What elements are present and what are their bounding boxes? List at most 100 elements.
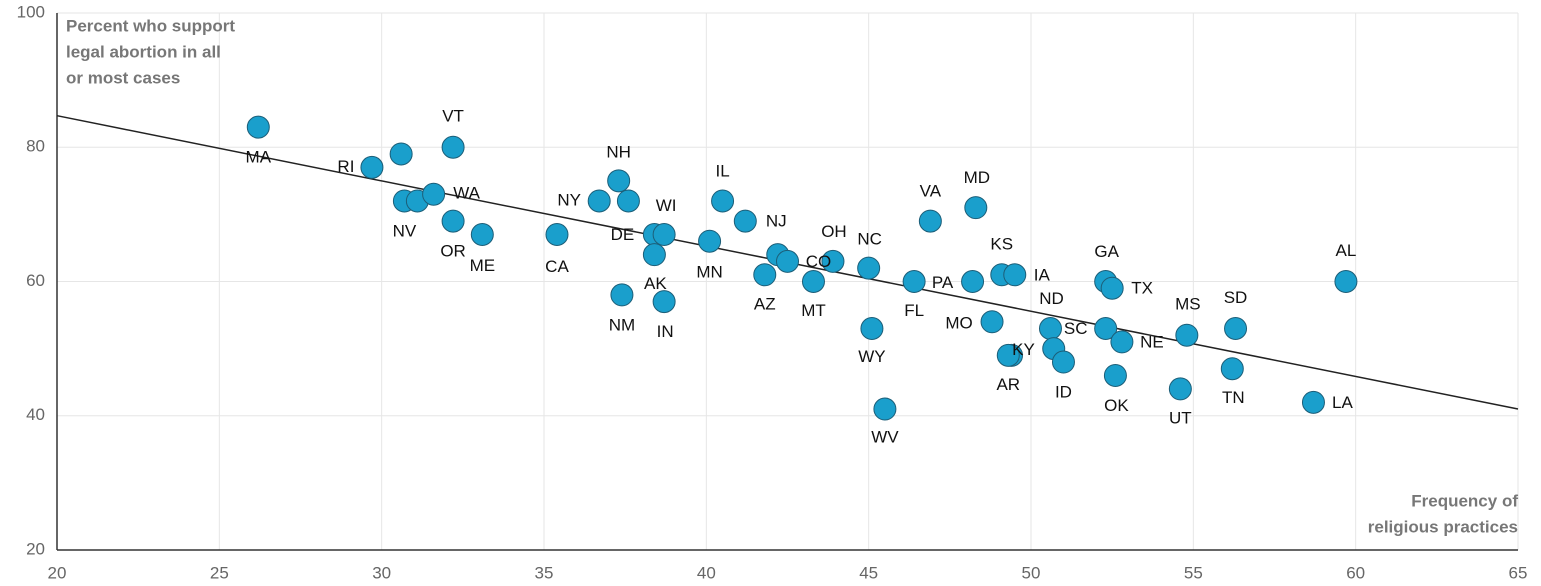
point-label: ID bbox=[1055, 383, 1072, 402]
point-label: IN bbox=[657, 322, 674, 341]
point-label: FL bbox=[904, 301, 924, 320]
point-label: CO bbox=[806, 252, 832, 271]
y-axis-title-line: Percent who support bbox=[66, 16, 235, 35]
point-label: NY bbox=[557, 190, 581, 209]
point-label: VA bbox=[920, 182, 942, 201]
point bbox=[964, 196, 988, 220]
point bbox=[1094, 316, 1118, 340]
point bbox=[607, 169, 631, 193]
y-axis-title-line: legal abortion in all bbox=[66, 42, 221, 61]
point bbox=[902, 270, 926, 293]
point-label: RI bbox=[337, 157, 354, 176]
point-label: NE bbox=[1140, 332, 1164, 351]
point-label: AK bbox=[644, 274, 667, 293]
x-tick-label: 60 bbox=[1346, 563, 1365, 582]
point-label: WA bbox=[453, 184, 480, 203]
point bbox=[860, 316, 884, 340]
point bbox=[1175, 323, 1199, 347]
point-label: NV bbox=[393, 221, 417, 240]
grid bbox=[56, 12, 1519, 551]
y-tick-label: 80 bbox=[26, 137, 45, 156]
x-axis-title: Frequency of religious practices bbox=[1368, 491, 1519, 536]
point-label: KY bbox=[1012, 340, 1035, 359]
point-label: DE bbox=[611, 225, 635, 244]
point-label: SC bbox=[1064, 319, 1088, 338]
point bbox=[753, 263, 777, 287]
point-label: NC bbox=[857, 230, 882, 249]
x-tick-label: 30 bbox=[372, 563, 391, 582]
x-axis-title-line: religious practices bbox=[1368, 517, 1518, 536]
point-label: ME bbox=[470, 256, 496, 275]
x-tick-label: 35 bbox=[535, 563, 554, 582]
point-label: AR bbox=[996, 375, 1020, 394]
point-label: IA bbox=[1034, 265, 1051, 284]
point bbox=[1334, 270, 1358, 293]
point-label: MN bbox=[696, 263, 722, 282]
point-label: ND bbox=[1039, 289, 1064, 308]
point-label: AL bbox=[1336, 241, 1357, 260]
point bbox=[1003, 263, 1027, 287]
x-axis-title-line: Frequency of bbox=[1411, 491, 1518, 510]
point-label: IL bbox=[715, 161, 729, 180]
x-tick-label: 20 bbox=[48, 563, 67, 582]
x-tick-label: 25 bbox=[210, 563, 229, 582]
point bbox=[441, 209, 465, 233]
point bbox=[642, 243, 666, 267]
point bbox=[1051, 350, 1075, 374]
point bbox=[711, 189, 735, 213]
point bbox=[1168, 377, 1192, 401]
point-label: MO bbox=[945, 313, 972, 332]
point bbox=[801, 270, 825, 293]
points bbox=[246, 115, 1358, 421]
point bbox=[1220, 357, 1244, 381]
point-label: SD bbox=[1224, 288, 1248, 307]
point-label: NH bbox=[606, 142, 631, 161]
point bbox=[422, 182, 446, 206]
point bbox=[1110, 330, 1134, 354]
x-tick-label: 45 bbox=[859, 563, 878, 582]
point bbox=[918, 209, 942, 233]
point bbox=[1100, 276, 1124, 300]
x-tick-label: 65 bbox=[1509, 563, 1528, 582]
point bbox=[246, 115, 270, 139]
point-label: MA bbox=[246, 148, 272, 167]
point-label: VT bbox=[442, 107, 464, 126]
point bbox=[1103, 363, 1127, 387]
point bbox=[389, 142, 413, 166]
point bbox=[961, 270, 985, 293]
x-tick-label: 40 bbox=[697, 563, 716, 582]
point-label: WI bbox=[656, 196, 677, 215]
y-axis-title-line: or most cases bbox=[66, 68, 180, 87]
y-tick-label: 20 bbox=[26, 539, 45, 558]
point bbox=[980, 310, 1004, 334]
point bbox=[470, 223, 494, 247]
y-tick-label: 100 bbox=[17, 2, 45, 21]
point bbox=[652, 223, 676, 247]
point bbox=[587, 189, 611, 213]
point-label: NM bbox=[609, 315, 635, 334]
point bbox=[616, 189, 640, 213]
point bbox=[1301, 390, 1325, 414]
point-label: MS bbox=[1175, 295, 1201, 314]
point-label: WV bbox=[871, 428, 899, 447]
point-label: PA bbox=[932, 273, 954, 292]
point bbox=[821, 249, 845, 273]
y-axis-title: Percent who support legal abortion in al… bbox=[66, 16, 235, 87]
point-label: KS bbox=[990, 234, 1013, 253]
point bbox=[360, 155, 384, 179]
point-label: NJ bbox=[766, 212, 787, 231]
point-label: LA bbox=[1332, 393, 1353, 412]
point bbox=[652, 290, 676, 314]
y-tick-label: 40 bbox=[26, 405, 45, 424]
point bbox=[857, 256, 881, 280]
point bbox=[996, 343, 1020, 367]
point-label: MD bbox=[964, 168, 990, 187]
point bbox=[441, 135, 465, 159]
point-label: WY bbox=[858, 347, 885, 366]
y-tick-label: 60 bbox=[26, 271, 45, 290]
point bbox=[873, 397, 897, 421]
point bbox=[1038, 316, 1062, 340]
point bbox=[610, 283, 634, 307]
